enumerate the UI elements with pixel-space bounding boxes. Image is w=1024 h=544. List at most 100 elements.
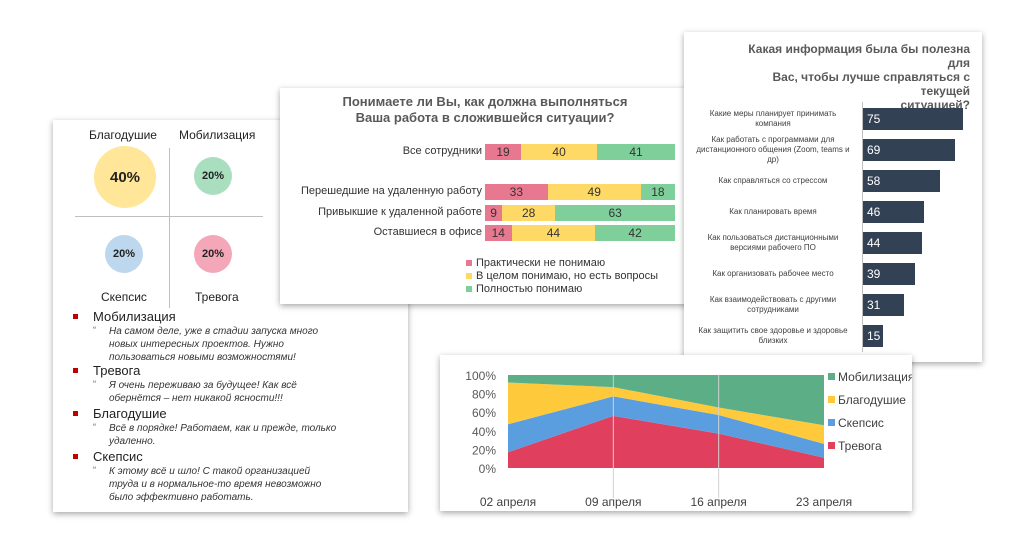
quote-line: труда и в нормальное-то время невозможно [109,479,322,490]
useful-info-chart-card: Какая информация была бы полезна для Вас… [684,32,982,362]
quote-line: К этому всё и шло! С такой организацией [109,466,311,477]
y-tick-label: 20% [472,443,496,457]
category-label: Оставшиеся в офисе [373,226,482,238]
quote-mark-icon: “ [93,379,96,389]
category-label-line: др) [767,155,779,164]
category-label: Как планировать время [690,207,856,217]
bullet-icon [73,314,78,319]
legend-swatch [828,373,835,380]
area-series [508,415,824,468]
category-label: Как пользоваться дистанционными версиями … [690,233,856,253]
legend-swatch [466,260,472,267]
quote-line: На самом деле, уже в стадии запуска мног… [109,326,319,337]
quote-mark-icon: “ [93,465,96,475]
legend-label: В целом понимаю, но есть вопросы [476,270,659,282]
chart-title: Какая информация была бы полезна для Вас… [724,42,970,112]
quote-mark-icon: “ [93,422,96,432]
x-tick-label: 23 апреля [796,495,852,509]
quote-title: Тревога [93,363,141,378]
category-label: Как защитить свое здоровье и здоровье бли… [690,326,856,346]
bar-segment: 9 [485,205,503,221]
category-label: Перешедшие на удаленную работу [300,185,482,197]
chart-title-line: Понимаете ли Вы, как должна выполняться [342,94,628,109]
stacked-area-chart: 0% 20% 40% 60% 80% 100% 02 апреля 09 апреля 16 а… [465,369,914,509]
bar: 46 [863,201,925,223]
legend-label: Мобилизация [838,370,912,384]
quadrant-divider-horizontal [75,216,263,217]
legend-label: Тревога [838,439,882,453]
legend-swatch [828,396,835,403]
quote-block-mobilization: Мобилизация “ На самом деле, уже в стади… [73,309,403,364]
legend-swatch [466,286,472,293]
quote-line: было эффективно работать. [109,492,254,503]
bar: 44 [863,232,922,254]
category-label: Как справляться со стрессом [690,176,856,186]
category-label-line: Как организовать рабочее место [712,269,834,278]
bar-segment: 33 [485,184,548,200]
y-tick-label: 0% [479,462,497,476]
chart-title-line: Вас, чтобы лучше справляться с текущей [772,70,970,98]
bar: 58 [863,170,941,192]
quote-title: Мобилизация [93,309,176,324]
legend-item: В целом понимаю, но есть вопросы [466,269,658,283]
quote-title: Скепсис [93,449,143,464]
bar-segment: 14 [485,225,512,241]
bullet-icon [73,411,78,416]
chart-axis [862,102,863,352]
quote-block-anxiety: Тревога “ Я очень переживаю за будущее! … [73,363,403,405]
quote-title: Благодушие [93,406,167,421]
quadrant-circle-complacency: 40% [94,146,156,208]
quote-line: удаленно. [109,436,156,447]
quadrant-label-complacency: Благодушие [89,128,157,142]
chart-title-line: Ваша работа в сложившейся ситуации? [355,110,615,125]
category-label: Какие меры планирует принимать компания [690,109,856,129]
quote-line: обернётся – нет никакой ясности!!! [109,393,283,404]
area-series [508,396,824,458]
quadrant-divider-vertical [169,148,170,308]
category-label-line: версиями рабочего ПО [730,243,816,252]
bar-segment: 49 [547,184,641,200]
y-tick-label: 80% [472,388,496,402]
category-label-line: Как защитить свое здоровье и здоровье [698,326,848,335]
quote-mark-icon: “ [93,325,96,335]
bar: 75 [863,108,963,130]
legend-label: Благодушие [838,393,906,407]
understanding-chart-card: Понимаете ли Вы, как должна выполняться … [280,88,688,304]
category-label: Как работать с программами для дистанцион… [690,135,856,165]
bar-segment: 19 [485,144,522,160]
bar-segment: 18 [640,184,675,200]
area-series [508,375,824,426]
bar: 39 [863,263,915,285]
x-tick-label: 09 апреля [585,495,641,509]
category-label: Как взаимодействовать с другими сотрудник… [690,295,856,315]
quote-line: Всё в порядке! Работаем, как и прежде, т… [109,423,337,434]
bar: 69 [863,139,955,161]
legend-label: Скепсис [838,416,884,430]
legend-item: Практически не понимаю [466,256,605,270]
category-label-line: близких [758,336,788,345]
legend-label: Практически не понимаю [476,257,606,269]
bar-segment: 41 [597,144,675,160]
chart-title-line: Какая информация была бы полезна для [748,42,970,70]
bar-segment: 28 [502,205,556,221]
legend-swatch [466,273,472,280]
category-label-line: Как работать с программами для [711,135,835,144]
bar-segment: 63 [555,205,675,221]
bullet-icon [73,368,78,373]
area-series [508,382,824,444]
category-label: Все сотрудники [402,145,482,157]
category-label: Привыкшие к удаленной работе [318,206,482,218]
bar-segment: 42 [595,225,675,241]
legend-swatch [828,419,835,426]
quadrant-circle-anxiety: 20% [194,235,232,273]
sentiment-trend-chart-card: 0% 20% 40% 60% 80% 100% 02 апреля 09 апреля 16 а… [440,355,914,511]
category-label: Как организовать рабочее место [690,269,856,279]
quote-block-skepticism: Скепсис “ К этому всё и шло! С такой орг… [73,449,403,504]
quadrant-circle-mobilization: 20% [194,157,232,195]
category-label-line: Как справляться со стрессом [718,176,828,185]
bar: 15 [863,325,883,347]
legend-item: Полностью понимаю [466,282,582,296]
quote-line: новых интересных проектов. Нужно [109,339,284,350]
x-tick-label: 16 апреля [691,495,747,509]
category-label-line: Как взаимодействовать с другими [709,295,837,304]
